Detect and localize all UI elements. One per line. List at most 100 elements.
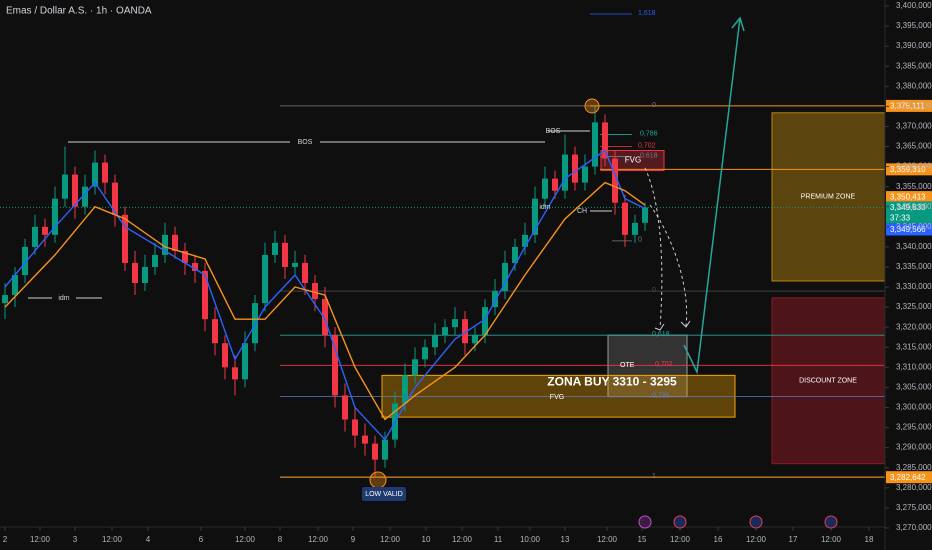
zone-label: ZONA BUY 3310 - 3295	[547, 374, 677, 388]
x-tick-label: 4	[146, 535, 151, 544]
event-icon[interactable]	[824, 515, 838, 529]
x-tick-label: 17	[789, 535, 798, 544]
candle-body	[12, 274, 18, 296]
candle-body	[22, 246, 28, 275]
event-icon[interactable]	[638, 515, 652, 529]
candle-body	[432, 335, 438, 348]
x-tick-label: 11	[494, 535, 503, 544]
candle-body	[92, 162, 98, 187]
price-tag	[886, 99, 932, 112]
annotation-label: CH	[577, 208, 587, 215]
candle-body	[622, 202, 628, 235]
y-tick-label: 3,395,000	[896, 21, 932, 30]
x-tick-label: 15	[638, 535, 647, 544]
candle-body	[302, 262, 308, 284]
countdown: 37:33	[890, 214, 911, 223]
candle-body	[362, 435, 368, 444]
x-tick-label: 6	[199, 535, 204, 544]
candle-body	[32, 226, 38, 247]
levels	[0, 13, 885, 478]
y-tick-label: 3,390,000	[896, 41, 932, 50]
y-tick-label: 3,375,000	[896, 101, 932, 110]
candle-body	[532, 198, 538, 235]
zone	[771, 297, 886, 465]
candle-body	[112, 182, 118, 215]
candle-body	[492, 291, 498, 308]
candle-body	[82, 186, 88, 207]
fib-label: 0	[652, 102, 656, 109]
candle-body	[452, 319, 458, 328]
x-tick-label: 12:00	[30, 535, 51, 544]
candles	[2, 105, 648, 478]
projection-arrow	[644, 167, 663, 329]
zones	[381, 112, 886, 465]
y-tick-label: 3,330,000	[896, 282, 932, 291]
y-tick-label: 3,315,000	[896, 342, 932, 351]
y-tick-label: 3,355,000	[896, 182, 932, 191]
candle-body	[172, 234, 178, 251]
price-tag-label: 3,349,830	[890, 203, 926, 212]
candle-body	[372, 443, 378, 460]
projection-arrow	[649, 204, 688, 327]
event-icon[interactable]	[749, 515, 763, 529]
x-tick-label: 8	[278, 535, 283, 544]
candle-body	[562, 154, 568, 191]
candle-body	[592, 122, 598, 167]
y-tick-label: 3,325,000	[896, 302, 932, 311]
candle-body	[462, 319, 468, 344]
annotation-label: idm	[539, 204, 550, 211]
y-tick-label: 3,385,000	[896, 61, 932, 70]
x-tick-label: 16	[714, 535, 723, 544]
x-tick-label: 13	[561, 535, 570, 544]
candle-body	[472, 335, 478, 344]
y-tick-label: 3,275,000	[896, 503, 932, 512]
y-tick-label: 3,380,000	[896, 81, 932, 90]
low-marker	[369, 471, 387, 489]
y-tick-label: 3,370,000	[896, 122, 932, 131]
fib-label: 1,618	[638, 10, 656, 17]
candle-body	[612, 158, 618, 203]
candle-body	[522, 234, 528, 247]
y-tick-label: 3,295,000	[896, 423, 932, 432]
arrow-head	[680, 320, 691, 328]
y-tick-label: 3,320,000	[896, 322, 932, 331]
candle-body	[162, 234, 168, 255]
candle-body	[422, 347, 428, 360]
x-tick-label: 12:00	[821, 535, 842, 544]
target-arrow	[683, 17, 741, 375]
y-tick-label: 3,340,000	[896, 242, 932, 251]
annotation-label: FVG	[550, 394, 564, 401]
candle-body	[62, 174, 68, 199]
fib-label: 0	[638, 237, 642, 244]
candle-body	[512, 246, 518, 263]
zone-label: OTE	[620, 362, 635, 369]
candle-body	[402, 375, 408, 404]
price-tag	[886, 223, 932, 236]
y-tick-label: 3,300,000	[896, 403, 932, 412]
y-tick-label: 3,310,000	[896, 362, 932, 371]
y-tick-label: 3,360,000	[896, 162, 932, 171]
candle-body	[272, 242, 278, 255]
labels: FVG OTE ZONA BUY 3310 - 3295 PREMIUM ZONE DI…	[58, 10, 857, 501]
x-tick-label: 10	[422, 535, 431, 544]
event-icon[interactable]	[673, 515, 687, 529]
x-tick-label: 12:00	[597, 535, 618, 544]
fib-label: 0	[652, 287, 656, 294]
price-tag-label: 3,359,310	[890, 165, 926, 174]
y-tick-label: 3,365,000	[896, 142, 932, 151]
candle-body	[412, 359, 418, 376]
y-tick-label: 3,335,000	[896, 262, 932, 271]
x-tick-label: 12:00	[452, 535, 473, 544]
fib-label: 0,786	[640, 130, 658, 137]
chart-title: Emas / Dollar A.S. · 1h · OANDA	[6, 6, 152, 17]
x-tick-label: 12:00	[102, 535, 123, 544]
candle-body	[582, 166, 588, 183]
candle-body	[152, 254, 158, 267]
x-tick-label: 9	[351, 535, 356, 544]
fib-label: 0,618	[652, 331, 670, 338]
candle-body	[552, 178, 558, 191]
high-marker	[584, 98, 600, 114]
candle-body	[42, 226, 48, 235]
candle-body	[242, 343, 248, 380]
